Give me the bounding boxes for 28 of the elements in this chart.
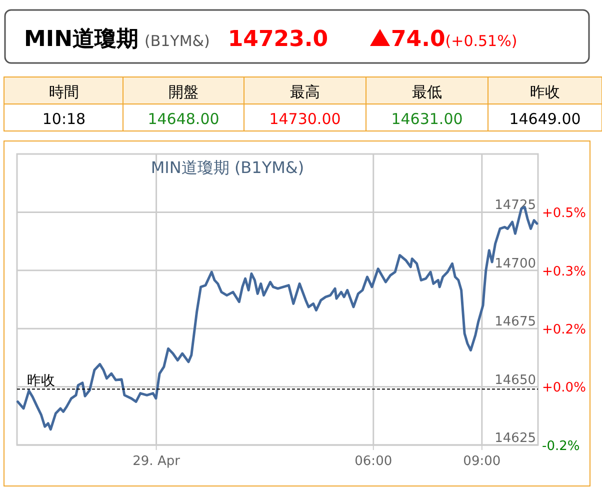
y-tick-label: 14700: [494, 256, 536, 272]
y-tick-label: 14650: [494, 372, 536, 388]
text: 14631.00: [391, 110, 463, 128]
text: 14730.00: [269, 110, 341, 128]
ref-line-label: 昨收: [27, 373, 55, 390]
y-tick-label: 14625: [494, 431, 536, 446]
chart-title: MIN道瓊期 (B1YM&): [150, 158, 304, 177]
text: 開盤: [168, 83, 198, 101]
text: 時間: [49, 83, 79, 101]
text: (B1YM&): [144, 32, 210, 50]
y2-tick-label: -0.2%: [542, 439, 580, 454]
text: 14648.00: [148, 110, 220, 128]
y2-tick-label: +0.2%: [542, 322, 586, 338]
text: (+0.51%): [445, 32, 518, 50]
y2-tick-label: +0.0%: [542, 380, 586, 396]
text: 10:18: [42, 110, 86, 128]
text: 14649.00: [509, 110, 581, 128]
text: 最低: [412, 83, 442, 101]
x-tick-label: 29. Apr: [132, 454, 181, 469]
y2-tick-label: +0.3%: [542, 264, 586, 280]
x-tick-label: 06:00: [354, 454, 392, 469]
x-tick-label: 09:00: [463, 454, 501, 469]
text: 14723.0: [228, 27, 328, 52]
y2-tick-label: +0.5%: [542, 206, 586, 221]
text: 最高: [290, 83, 320, 101]
text: MIN道瓊期: [24, 27, 138, 52]
y-tick-label: 14675: [494, 314, 536, 330]
text: 昨收: [530, 83, 560, 101]
